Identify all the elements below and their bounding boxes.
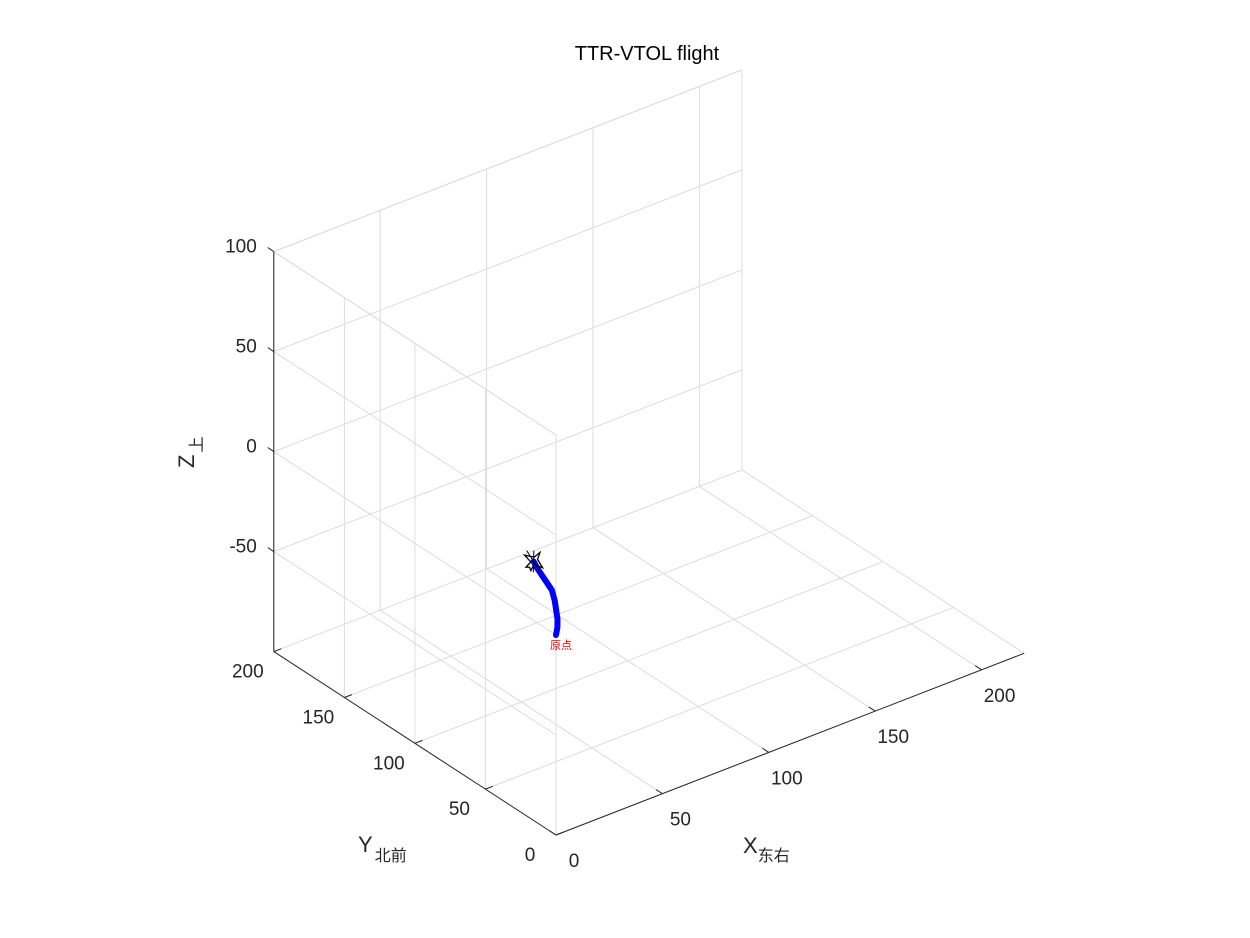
grid-layer [273,69,1025,836]
z-tick [267,447,275,453]
grid-line [414,561,884,744]
y-tick-label: 150 [303,708,335,729]
trajectory-line [530,558,561,638]
tick-layer: 0 50 100 150 200 0 50 100 150 200 -50 0 50 100 [225,237,1015,872]
x-tick-label: 100 [771,768,803,789]
z-tick [267,247,275,253]
y-tick-label: 50 [449,799,470,820]
y-tick-label: 200 [232,662,264,683]
aircraft-body [522,550,545,573]
axis-layer [273,251,1025,836]
z-tick-label: -50 [229,537,256,558]
y-tick [485,785,494,790]
grid-line [273,351,557,536]
grid-line [273,251,557,436]
grid-line [273,169,743,353]
y-axis-label: Y 北前 [358,832,407,865]
y-tick-label: 100 [373,753,405,774]
aircraft-rotor [532,550,535,573]
grid-line [344,515,813,698]
data-layer: 原点 [522,550,572,652]
grid-line [273,469,743,653]
y-tick-label: 0 [525,845,536,866]
grid-line [741,469,1025,654]
origin-annotation: 原点 [550,639,572,652]
chart-title: TTR-VTOL flight [575,43,720,65]
x-tick-label: 150 [877,727,909,748]
x-tick-label: 0 [569,851,580,872]
x-tick-label: 200 [984,686,1016,707]
z-tick [267,347,275,353]
y-tick [555,831,564,836]
z-tick-label: 0 [246,437,257,458]
grid-line [273,451,557,636]
z-tick-label: 100 [225,237,257,258]
aircraft-icon [522,550,545,573]
y-tick [414,739,423,744]
grid-line [273,551,557,736]
z-tick-label: 50 [236,337,257,358]
grid-line [485,606,954,790]
x-axis-label: X东右 [743,833,790,865]
x-tick [549,830,557,836]
grid-line [273,369,743,553]
x-axis-line [555,652,1025,836]
x-tick-label: 50 [670,810,691,831]
y-tick [273,648,282,653]
x-tick [868,706,876,712]
x-tick [655,789,663,795]
y-tick [344,694,353,698]
z-axis-label: Z上 [174,437,206,468]
z-tick [267,547,275,553]
grid-line [273,69,743,253]
x-tick [762,747,770,753]
x-tick [974,665,982,671]
grid-line [273,269,743,453]
